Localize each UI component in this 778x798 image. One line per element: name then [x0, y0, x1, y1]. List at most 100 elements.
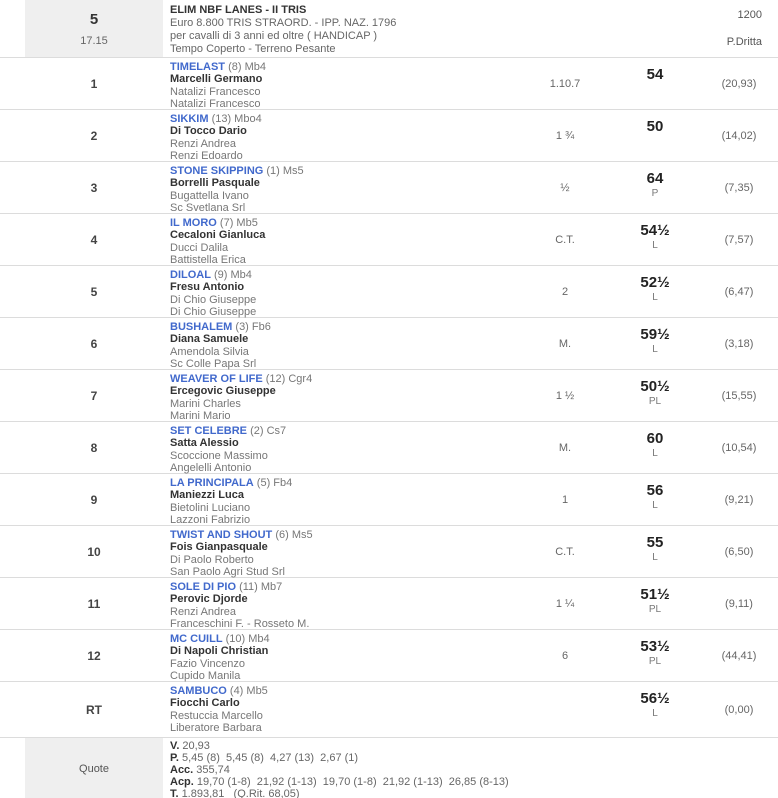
weight-note: PL	[648, 656, 662, 667]
owner-name: Franceschini F. - Rosseto M.	[170, 617, 310, 630]
finish-position: 5	[90, 285, 98, 300]
finish-position: 9	[90, 493, 98, 508]
horse-details: SET CELEBRE (2) Cs7 Satta Alessio Scocci…	[163, 422, 520, 474]
odds-value: (3,18)	[724, 338, 754, 351]
handicap-weight: 56	[646, 482, 664, 499]
odds-value: (15,55)	[721, 390, 757, 403]
horse-row: 11 SOLE DI PIO (11) Mb7 Perovic Djorde R…	[0, 578, 778, 630]
finish-position: 1	[90, 77, 98, 92]
horse-number-and-age: (13) Mbo4	[211, 113, 262, 125]
horse-details: STONE SKIPPING (1) Ms5 Borrelli Pasquale…	[163, 162, 520, 214]
horse-name-link[interactable]: SAMBUCO	[170, 685, 227, 697]
odds-value: (10,54)	[721, 442, 757, 455]
quote-section: Quote V. 20,93 P. 5,45 (8) 5,45 (8) 4,27 (…	[0, 738, 778, 798]
time-or-gap: 1 ½	[555, 390, 575, 403]
handicap-weight: 50½	[640, 378, 670, 395]
odds-value: (9,21)	[724, 494, 754, 507]
time-or-gap: 6	[561, 650, 569, 663]
odds-value: (7,35)	[724, 182, 754, 195]
quote-lines: V. 20,93 P. 5,45 (8) 5,45 (8) 4,27 (13) 2,…	[163, 738, 778, 798]
horse-row: 7 WEAVER OF LIFE (12) Cgr4 Ercegovic Giu…	[0, 370, 778, 422]
odds-value: (14,02)	[721, 130, 757, 143]
handicap-weight: 56½	[640, 690, 670, 707]
horse-number-and-age: (2) Cs7	[250, 425, 287, 437]
horse-name-link[interactable]: SOLE DI PIO	[170, 581, 237, 593]
trainer-name: Di Paolo Roberto	[170, 553, 254, 566]
odds-value: (6,50)	[724, 546, 754, 559]
weight-note: L	[652, 344, 658, 355]
handicap-weight: 54½	[640, 222, 670, 239]
odds-value: (6,47)	[724, 286, 754, 299]
time-or-gap: 1 ¾	[555, 130, 575, 143]
driver-name: Borrelli Pasquale	[170, 177, 260, 190]
weight-cell: 54	[610, 58, 700, 110]
weight-cell: 53½ PL	[610, 630, 700, 682]
horse-details: MC CUILL (10) Mb4 Di Napoli Christian Fa…	[163, 630, 520, 682]
driver-name: Fois Gianpasquale	[170, 541, 268, 554]
horse-name-link[interactable]: WEAVER OF LIFE	[170, 373, 263, 385]
horse-number-and-age: (7) Mb5	[219, 217, 258, 229]
horse-number-and-age: (6) Ms5	[275, 529, 313, 541]
trainer-name: Renzi Andrea	[170, 137, 237, 150]
horse-name-link[interactable]: IL MORO	[170, 217, 217, 229]
horse-number-and-age: (9) Mb4	[214, 269, 252, 281]
race-header: 5 17.15 ELIM NBF LANES - II TRIS Euro 8.…	[0, 0, 778, 58]
odds-value: (9,11)	[725, 598, 753, 611]
handicap-weight: 51½	[640, 586, 670, 603]
weight-note: PL	[648, 396, 662, 407]
quote-line-vincente: V. 20,93	[170, 740, 210, 752]
trainer-name: Fazio Vincenzo	[170, 657, 246, 670]
time-or-gap: 1 ¼	[555, 598, 575, 611]
weight-cell: 59½ L	[610, 318, 700, 370]
horse-name-link[interactable]: SIKKIM	[170, 113, 209, 125]
handicap-weight: 60	[646, 430, 664, 447]
horse-name-link[interactable]: LA PRINCIPALA	[170, 477, 254, 489]
horse-name-link[interactable]: BUSHALEM	[170, 321, 233, 333]
horse-row: 3 STONE SKIPPING (1) Ms5 Borrelli Pasqua…	[0, 162, 778, 214]
horse-number-and-age: (1) Ms5	[266, 165, 304, 177]
horse-name-link[interactable]: STONE SKIPPING	[170, 165, 264, 177]
driver-name: Cecaloni Gianluca	[170, 229, 266, 242]
time-or-gap: C.T.	[555, 234, 575, 247]
weight-cell: 50	[610, 110, 700, 162]
handicap-weight: 55	[646, 534, 664, 551]
finish-position: 8	[90, 441, 98, 456]
weight-note: P	[651, 188, 659, 199]
horse-details: LA PRINCIPALA (5) Fb4 Maniezzi Luca Biet…	[163, 474, 520, 526]
horse-details: DILOAL (9) Mb4 Fresu Antonio Di Chio Giu…	[163, 266, 520, 318]
weight-cell: 50½ PL	[610, 370, 700, 422]
weight-cell: 56½ L	[610, 682, 700, 737]
trainer-name: Scoccione Massimo	[170, 449, 268, 462]
trainer-name: Amendola Silvia	[170, 345, 249, 358]
finish-position: 12	[87, 649, 101, 664]
horse-name-link[interactable]: TIMELAST	[170, 61, 225, 73]
driver-name: Ercegovic Giuseppe	[170, 385, 276, 398]
race-conditions-line: per cavalli di 3 anni ed oltre ( HANDICA…	[170, 30, 378, 42]
race-prize-line: Euro 8.800 TRIS STRAORD. - IPP. NAZ. 179…	[170, 17, 397, 29]
horse-row: 12 MC CUILL (10) Mb4 Di Napoli Christian…	[0, 630, 778, 682]
race-info: ELIM NBF LANES - II TRIS Euro 8.800 TRIS…	[163, 0, 610, 57]
handicap-weight: 52½	[640, 274, 670, 291]
finish-position: 6	[90, 337, 98, 352]
race-weather-line: Tempo Coperto - Terreno Pesante	[170, 43, 336, 55]
handicap-weight: 50	[646, 118, 664, 135]
time-or-gap: M.	[558, 338, 572, 351]
horse-name-link[interactable]: MC CUILL	[170, 633, 223, 645]
horse-details: SIKKIM (13) Mbo4 Di Tocco Dario Renzi An…	[163, 110, 520, 162]
horse-details: IL MORO (7) Mb5 Cecaloni Gianluca Ducci …	[163, 214, 520, 266]
handicap-weight: 53½	[640, 638, 670, 655]
horse-name-link[interactable]: DILOAL	[170, 269, 211, 281]
horse-details: TIMELAST (8) Mb4 Marcelli Germano Natali…	[163, 58, 520, 110]
horse-name-link[interactable]: SET CELEBRE	[170, 425, 248, 437]
finish-position: RT	[86, 702, 102, 717]
horse-number-and-age: (3) Fb6	[235, 321, 271, 333]
weight-cell: 55 L	[610, 526, 700, 578]
horse-name-link[interactable]: TWIST AND SHOUT	[170, 529, 273, 541]
owner-name: Marini Mario	[170, 409, 231, 422]
owner-name: Sc Colle Papa Srl	[170, 357, 257, 370]
horse-row: RT SAMBUCO (4) Mb5 Fiocchi Carlo Restucc…	[0, 682, 778, 738]
trainer-name: Renzi Andrea	[170, 605, 237, 618]
weight-cell: 54½ L	[610, 214, 700, 266]
race-number-cell: 5 17.15	[25, 0, 163, 57]
